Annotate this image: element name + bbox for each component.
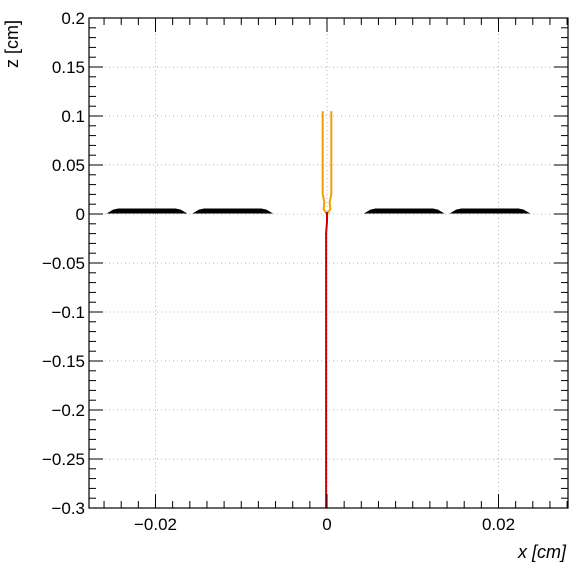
x-tick-label: 0 <box>322 515 331 534</box>
y-tick-label: 0 <box>76 205 85 224</box>
electrode-strip <box>449 208 531 214</box>
electrode-strip <box>192 208 274 214</box>
y-tick-label: −0.15 <box>42 352 85 371</box>
x-tick-label: 0.02 <box>482 515 515 534</box>
axis-ticks <box>89 17 568 509</box>
tick-labels: −0.02 0 0.02 0.2 0.15 0.1 0.05 0 −0.05 −0.1 −0.15 −… <box>42 9 515 534</box>
x-tick-label: −0.02 <box>134 515 177 534</box>
y-tick-label: −0.1 <box>51 303 85 322</box>
series-line <box>325 212 328 508</box>
y-tick-label: 0.05 <box>52 156 85 175</box>
y-tick-label: −0.05 <box>42 254 85 273</box>
electrodes <box>106 208 531 214</box>
y-tick-label: −0.25 <box>42 450 85 469</box>
y-tick-label: −0.3 <box>51 499 85 518</box>
y-tick-label: 0.1 <box>61 107 85 126</box>
electrode-strip <box>106 208 188 214</box>
y-tick-label: 0.2 <box>61 9 85 28</box>
electrode-strip <box>363 208 445 214</box>
x-axis-title: x [cm] <box>517 542 567 562</box>
y-tick-label: 0.15 <box>52 58 85 77</box>
series-lines <box>321 111 333 508</box>
y-tick-label: −0.2 <box>51 401 85 420</box>
y-axis-title: z [cm] <box>2 20 22 68</box>
